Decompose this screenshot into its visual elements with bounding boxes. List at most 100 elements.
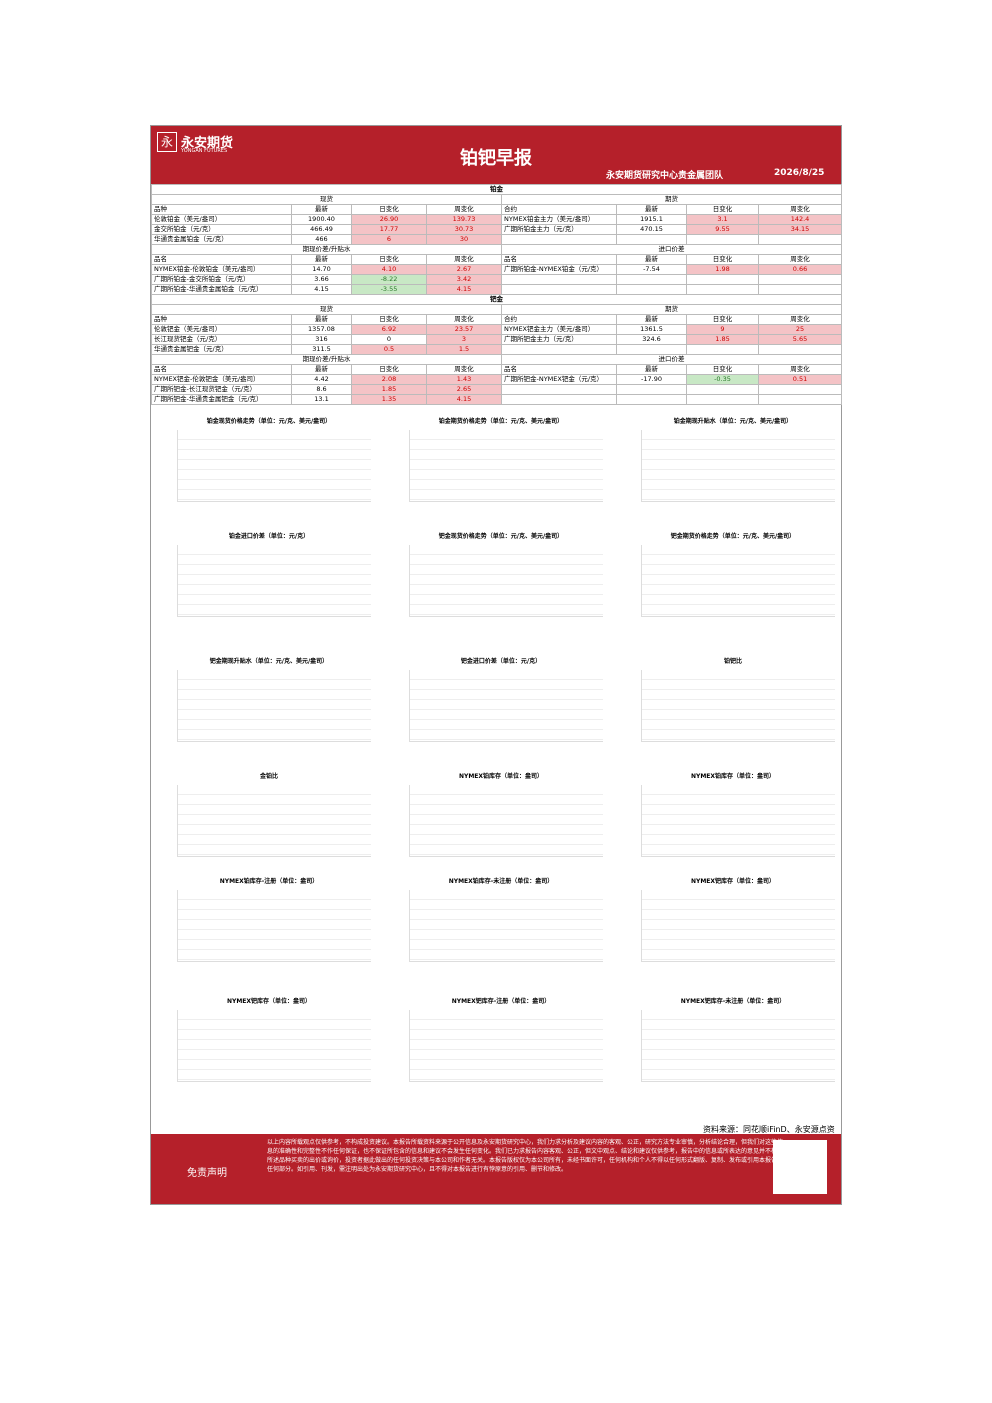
cell xyxy=(686,234,759,245)
cell: 0.51 xyxy=(758,374,842,385)
cell: 广期所铂金-金交所铂金（元/克） xyxy=(151,274,292,285)
chart-plot xyxy=(177,890,371,962)
chart-plot xyxy=(409,1010,603,1082)
cell: 6.92 xyxy=(351,324,427,335)
chart-panel: NYMEX钯库存（单位：盎司） xyxy=(623,876,843,984)
cell: 0.66 xyxy=(758,264,842,275)
cell: 伦敦铂金（美元/盎司） xyxy=(151,214,292,225)
chart-title: 钯金进口价差（单位：元/克） xyxy=(460,658,542,665)
column-header: 最新 xyxy=(616,254,687,265)
data-row: 伦敦钯金（美元/盎司） 1357.08 6.92 23.57 NYMEX钯金主力（美元/… xyxy=(151,324,842,335)
cell: NYMEX铂金-伦敦铂金（美元/盎司） xyxy=(151,264,292,275)
section-row: 钯金 xyxy=(151,294,842,305)
cell xyxy=(616,384,687,395)
chart-plot xyxy=(177,1010,371,1082)
cell xyxy=(501,274,617,285)
cell: 2.08 xyxy=(351,374,427,385)
chart-title: NYMEX铂库存-注册（单位：盎司） xyxy=(219,878,319,885)
section-title: 铂金 xyxy=(151,184,842,195)
chart-panel: 钯金现货价格走势（单位：元/克、美元/盎司） xyxy=(391,531,611,639)
chart-title: 铂金现货价格走势（单位：元/克、美元/盎司） xyxy=(206,418,332,425)
cell: 4.42 xyxy=(291,374,352,385)
column-header: 周变化 xyxy=(426,254,502,265)
block-title: 进口价差 xyxy=(501,354,842,365)
data-row: 广期所钯金-华通贵金属钯金（元/克） 13.1 1.35 4.15 xyxy=(151,394,842,405)
cell: 3.42 xyxy=(426,274,502,285)
cell: 23.57 xyxy=(426,324,502,335)
cell xyxy=(758,284,842,295)
chart-panel: 钯金期货价格走势（单位：元/克、美元/盎司） xyxy=(623,531,843,639)
date: 2026/8/25 xyxy=(774,168,825,178)
cell xyxy=(686,274,759,285)
block-row: 期现价差/升贴水 进口价差 xyxy=(151,354,842,365)
block-row: 现货 期货 xyxy=(151,304,842,315)
column-header: 最新 xyxy=(291,314,352,325)
block-title: 现货 xyxy=(151,194,502,205)
cell: -7.54 xyxy=(616,264,687,275)
cell: 广期所钯金主力（元/克） xyxy=(501,334,617,345)
cell xyxy=(758,234,842,245)
cell: 142.4 xyxy=(758,214,842,225)
cell: 6 xyxy=(351,234,427,245)
cell: 4.15 xyxy=(426,284,502,295)
logo-mark: 永 xyxy=(157,132,177,152)
column-header: 品名 xyxy=(501,254,617,265)
column-header: 日变化 xyxy=(686,254,759,265)
cell: 25 xyxy=(758,324,842,335)
head-row: 品名 最新 日变化 周变化 品名 最新 日变化 周变化 xyxy=(151,364,842,375)
column-header: 最新 xyxy=(291,364,352,375)
chart-title: 钯金期现升贴水（单位：元/克、美元/盎司） xyxy=(209,658,329,665)
column-header: 周变化 xyxy=(758,204,842,215)
column-header: 日变化 xyxy=(686,364,759,375)
cell: 4.15 xyxy=(291,284,352,295)
chart-plot xyxy=(409,545,603,617)
chart-panel: NYMEX钯库存（单位：盎司） xyxy=(159,996,379,1104)
cell xyxy=(758,274,842,285)
cell: 9.55 xyxy=(686,224,759,235)
cell: 3.66 xyxy=(291,274,352,285)
cell xyxy=(758,344,842,355)
cell xyxy=(686,344,759,355)
chart-plot xyxy=(409,430,603,502)
block-title: 现货 xyxy=(151,304,502,315)
chart-title: NYMEX钯库存-注册（单位：盎司） xyxy=(451,998,551,1005)
cell xyxy=(686,384,759,395)
column-header: 品名 xyxy=(151,364,292,375)
team: 永安期货研究中心贵金属团队 xyxy=(606,171,724,181)
chart-plot xyxy=(641,545,835,617)
cell: 华通贵金属钯金（元/克） xyxy=(151,344,292,355)
cell xyxy=(616,344,687,355)
cell: 0.5 xyxy=(351,344,427,355)
data-row: 华通贵金属铂金（元/克） 466 6 30 xyxy=(151,234,842,245)
cell: 1.98 xyxy=(686,264,759,275)
column-header: 日变化 xyxy=(686,314,759,325)
chart-title: NYMEX钯库存-未注册（单位：盎司） xyxy=(680,998,786,1005)
data-row: 长江现货钯金（元/克） 316 0 3 广期所钯金主力（元/克） 324.6 1.85 5.6… xyxy=(151,334,842,345)
cell: 324.6 xyxy=(616,334,687,345)
cell: 广期所铂金-华通贵金属铂金（元/克） xyxy=(151,284,292,295)
block-title: 进口价差 xyxy=(501,244,842,255)
head-row: 品种 最新 日变化 周变化 合约 最新 日变化 周变化 xyxy=(151,314,842,325)
chart-panel: NYMEX铂库存（单位：盎司） xyxy=(391,771,611,879)
report-title: 铂钯早报 xyxy=(460,148,532,169)
column-header: 品名 xyxy=(151,254,292,265)
column-header: 最新 xyxy=(616,314,687,325)
cell: 466.49 xyxy=(291,224,352,235)
chart-plot xyxy=(177,785,371,857)
column-header: 日变化 xyxy=(351,254,427,265)
cell: 1.5 xyxy=(426,344,502,355)
chart-title: 铂金期货价格走势（单位：元/克、美元/盎司） xyxy=(438,418,564,425)
cell xyxy=(758,384,842,395)
chart-panel: NYMEX铂库存-未注册（单位：盎司） xyxy=(391,876,611,984)
cell: 30 xyxy=(426,234,502,245)
cell: 4.15 xyxy=(426,394,502,405)
cell: 0 xyxy=(351,334,427,345)
cell: 470.15 xyxy=(616,224,687,235)
cell: 316 xyxy=(291,334,352,345)
cell xyxy=(616,394,687,405)
chart-panel: NYMEX铂库存-注册（单位：盎司） xyxy=(159,876,379,984)
chart-title: 铂钯比 xyxy=(723,658,742,665)
cell: 26.90 xyxy=(351,214,427,225)
column-header: 日变化 xyxy=(351,364,427,375)
column-header: 日变化 xyxy=(686,204,759,215)
